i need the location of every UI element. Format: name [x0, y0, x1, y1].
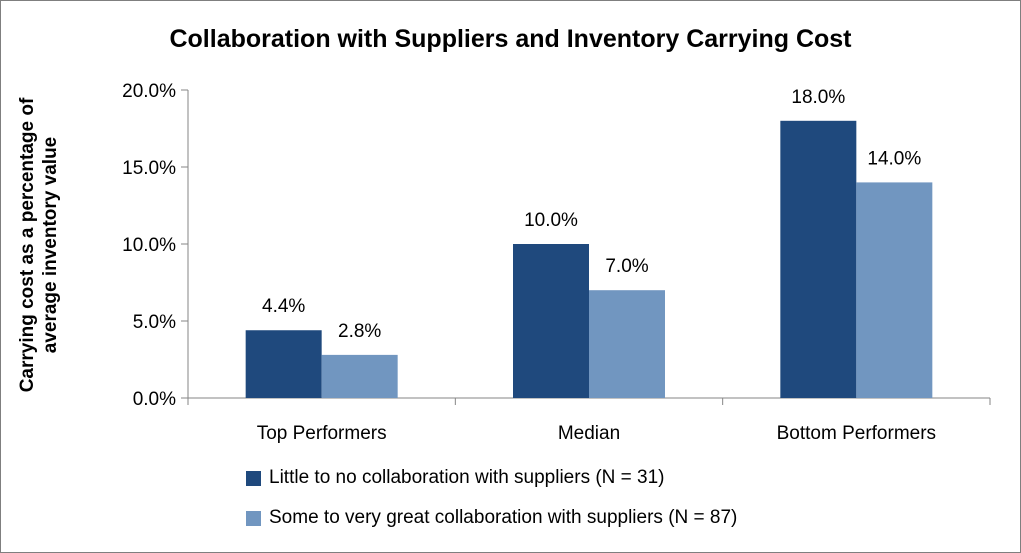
- legend-label-series-1: Little to no collaboration with supplier…: [269, 467, 665, 488]
- bar-series-1-2: [780, 120, 857, 399]
- bar-series-2-1: [589, 290, 665, 398]
- legend-item-series-2: Some to very great collaboration with su…: [246, 507, 737, 529]
- bar-series-1-0: [245, 330, 322, 398]
- y-tick-label-1: 5.0%: [133, 312, 176, 333]
- legend-swatch-series-1: [246, 470, 261, 486]
- y-tick-label-2: 10.0%: [122, 235, 176, 256]
- data-label-series-1-1: 10.0%: [524, 210, 578, 231]
- x-tick-label-0: Top Performers: [257, 423, 387, 444]
- data-label-series-1-0: 4.4%: [262, 296, 305, 317]
- y-tick-label-3: 15.0%: [122, 158, 176, 179]
- bar-series-1-1: [513, 244, 589, 398]
- bar-series-2-2: [856, 182, 933, 398]
- y-tick-label-0: 0.0%: [133, 389, 176, 410]
- legend-swatch-series-2: [246, 510, 261, 526]
- legend-label-series-2: Some to very great collaboration with su…: [269, 507, 738, 528]
- x-tick-label-1: Median: [558, 423, 620, 444]
- bar-series-2-0: [321, 354, 398, 398]
- legend-item-series-1: Little to no collaboration with supplier…: [246, 467, 737, 489]
- data-label-series-2-1: 7.0%: [605, 256, 648, 277]
- legend: Little to no collaboration with supplier…: [246, 467, 737, 547]
- data-label-series-2-0: 2.8%: [338, 321, 381, 342]
- data-label-series-1-2: 18.0%: [791, 87, 845, 108]
- y-tick-label-4: 20.0%: [122, 81, 176, 102]
- chart-title: Collaboration with Suppliers and Invento…: [169, 25, 852, 53]
- x-tick-label-2: Bottom Performers: [777, 423, 936, 444]
- data-label-series-2-2: 14.0%: [867, 148, 921, 169]
